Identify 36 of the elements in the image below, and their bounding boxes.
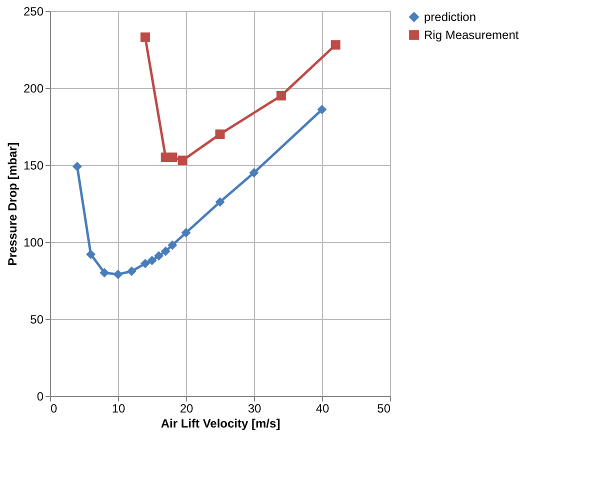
point — [317, 104, 327, 114]
legend-label: prediction — [424, 10, 476, 24]
point — [147, 256, 157, 266]
point — [178, 156, 188, 166]
point — [100, 268, 110, 278]
y-tick-label: 200 — [23, 82, 44, 96]
point — [215, 197, 225, 207]
point — [168, 240, 178, 250]
point — [168, 152, 178, 162]
x-tick-label: 50 — [377, 402, 391, 416]
point — [86, 250, 96, 260]
point — [154, 251, 164, 261]
y-tick-label: 150 — [23, 158, 44, 172]
point — [181, 228, 191, 238]
point — [276, 90, 286, 100]
y-tick-label: 50 — [30, 312, 44, 326]
y-tick-label: 100 — [23, 236, 44, 250]
point — [160, 246, 170, 256]
point — [113, 270, 123, 280]
x-tick-label: 0 — [50, 402, 58, 416]
point — [215, 129, 225, 139]
x-axis-title: Air Lift Velocity [m/s] — [160, 416, 280, 430]
point — [140, 258, 150, 268]
x-tick-label: 20 — [180, 402, 194, 416]
point — [72, 162, 82, 172]
legend-label: Rig Measurement — [424, 28, 520, 42]
x-tick-label: 40 — [316, 402, 330, 416]
point — [140, 32, 150, 42]
point — [126, 266, 136, 276]
x-tick-label: 10 — [112, 402, 126, 416]
point — [249, 168, 259, 178]
point — [330, 40, 340, 50]
y-axis-title: Pressure Drop [mbar] — [5, 142, 20, 266]
x-tick-label: 30 — [248, 402, 262, 416]
y-tick-label: 0 — [36, 390, 44, 404]
y-tick-label: 250 — [23, 4, 44, 18]
